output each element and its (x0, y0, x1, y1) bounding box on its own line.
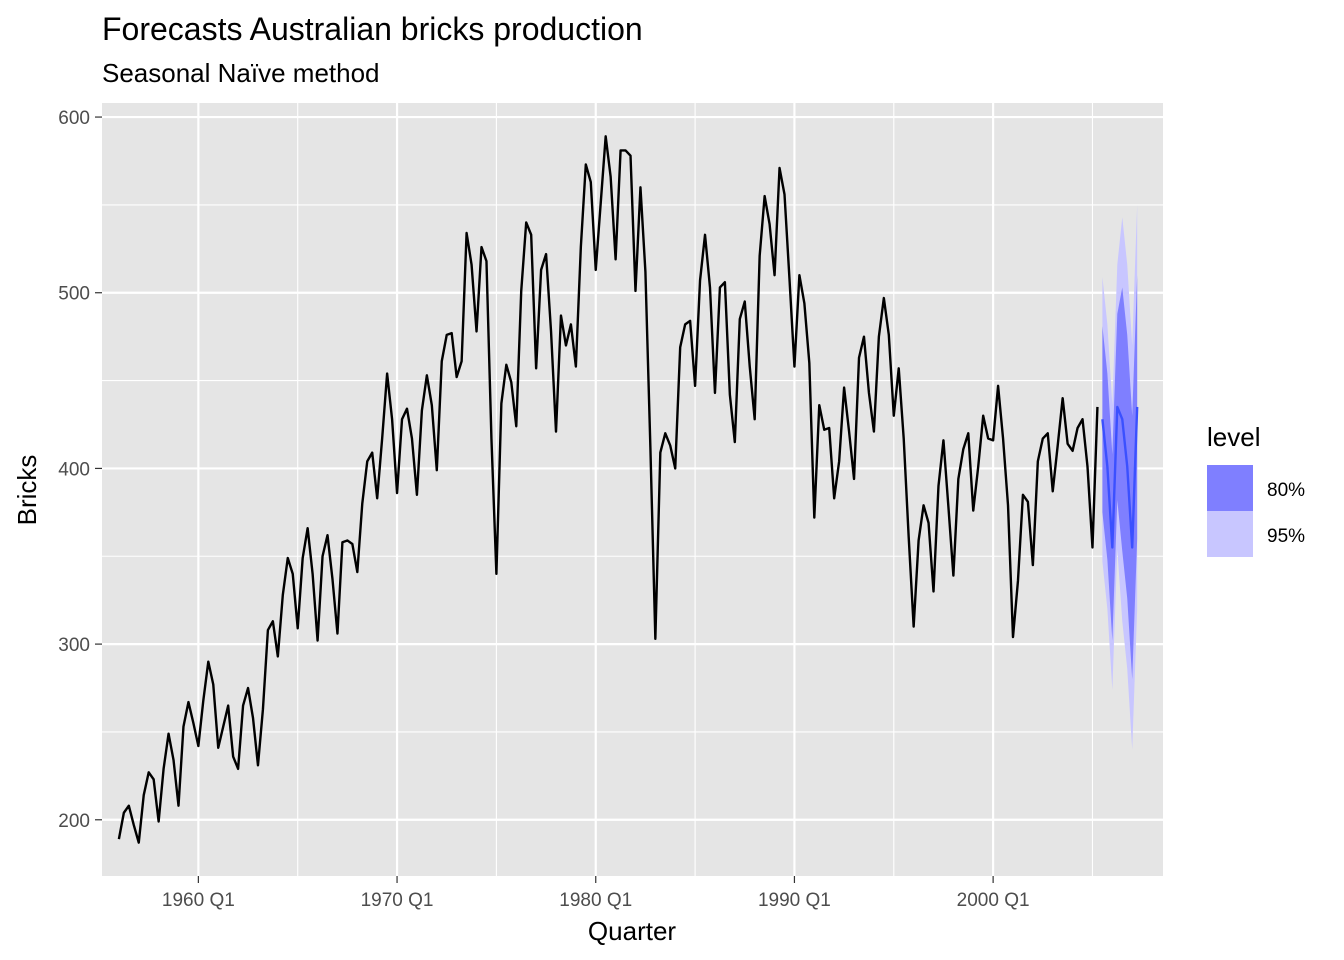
x-tick-label: 2000 Q1 (957, 890, 1030, 911)
y-tick-label: 400 (58, 459, 90, 480)
x-tick-label: 1970 Q1 (361, 890, 434, 911)
x-tick-label: 1990 Q1 (758, 890, 831, 911)
legend: level 80% 95% (1207, 422, 1305, 557)
x-tick-label: 1960 Q1 (162, 890, 235, 911)
legend-title: level (1207, 422, 1260, 452)
legend-swatch-95 (1207, 511, 1253, 557)
y-tick-label: 500 (58, 284, 90, 305)
y-tick-label: 200 (58, 811, 90, 832)
chart-subtitle: Seasonal Naïve method (102, 58, 380, 88)
chart-title: Forecasts Australian bricks production (102, 11, 643, 47)
x-axis-title: Quarter (588, 916, 676, 946)
y-axis: 200 300 400 500 600 (58, 108, 102, 832)
legend-label-95: 95% (1267, 526, 1305, 547)
x-tick-label: 1980 Q1 (559, 890, 632, 911)
legend-label-80: 80% (1267, 480, 1305, 501)
y-tick-label: 600 (58, 108, 90, 129)
y-axis-title: Bricks (12, 455, 42, 526)
y-tick-label: 300 (58, 635, 90, 656)
legend-swatch-80 (1207, 465, 1253, 511)
x-axis: 1960 Q1 1970 Q1 1980 Q1 1990 Q1 2000 Q1 (162, 876, 1030, 911)
